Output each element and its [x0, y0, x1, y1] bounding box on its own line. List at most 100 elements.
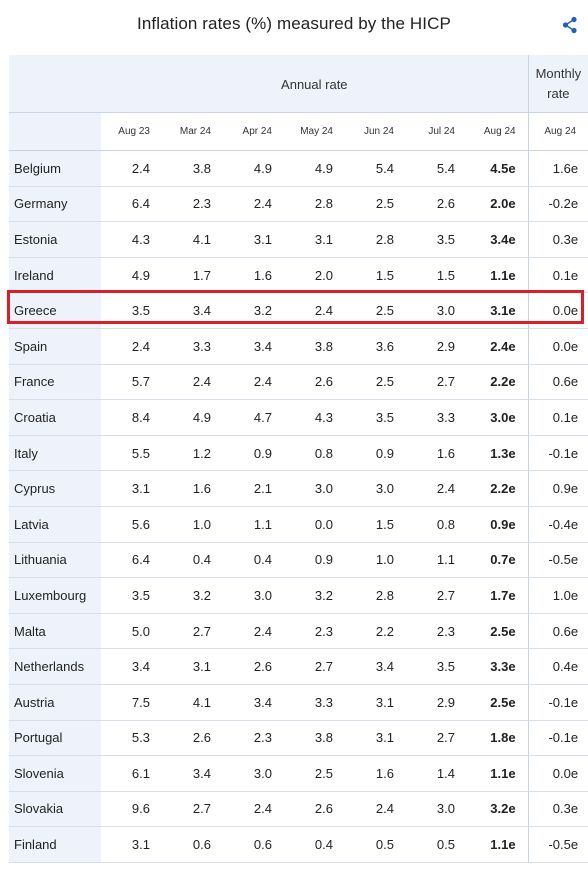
value-cell: 1.2 [162, 435, 223, 472]
table-row: Greece 3.5 3.4 3.2 2.4 2.5 3.0 3.1e 0.0e [9, 292, 588, 329]
value-cell: 3.1 [284, 221, 345, 258]
value-cell: 3.1 [345, 720, 406, 757]
country-cell: Austria [9, 684, 101, 721]
value-cell: 2.0e [467, 186, 529, 223]
value-cell: 2.8 [345, 221, 406, 258]
value-cell: 4.5e [467, 150, 529, 187]
value-cell: 2.4 [162, 364, 223, 401]
country-cell: Germany [9, 186, 101, 223]
value-cell: 1.6 [406, 435, 467, 472]
value-cell: 0.4 [223, 542, 284, 579]
value-cell: 0.7e [467, 542, 529, 579]
value-cell: -0.1e [527, 684, 588, 721]
country-cell: Ireland [9, 257, 101, 294]
value-cell: 4.9 [223, 150, 284, 187]
value-cell: 5.4 [406, 150, 467, 187]
share-icon[interactable] [562, 16, 578, 34]
value-cell: 3.8 [284, 720, 345, 757]
value-cell: 2.0 [284, 257, 345, 294]
value-cell: 2.5e [467, 684, 529, 721]
country-cell: Estonia [9, 221, 101, 258]
value-cell: 2.3 [406, 613, 467, 650]
value-cell: 4.9 [162, 399, 223, 436]
column-header: May 24 [284, 112, 345, 151]
value-cell: 2.4 [101, 328, 162, 365]
table-row: Estonia 4.3 4.1 3.1 3.1 2.8 3.5 3.4e 0.3e [9, 221, 588, 258]
country-cell: Belgium [9, 150, 101, 187]
value-cell: 2.4 [345, 791, 406, 828]
value-cell: 0.9 [223, 435, 284, 472]
chart-title: Inflation rates (%) measured by the HICP [137, 14, 451, 33]
value-cell: 1.4 [406, 755, 467, 792]
value-cell: 6.4 [101, 186, 162, 223]
table-row: Italy 5.5 1.2 0.9 0.8 0.9 1.6 1.3e -0.1e [9, 435, 588, 472]
value-cell: 2.9 [406, 328, 467, 365]
value-cell: 4.9 [284, 150, 345, 187]
value-cell: -0.1e [527, 435, 588, 472]
value-cell: 1.7 [162, 257, 223, 294]
value-cell: 3.1 [101, 470, 162, 507]
value-cell: 3.0 [406, 292, 467, 329]
value-cell: 2.8 [345, 577, 406, 614]
value-cell: 3.5 [101, 292, 162, 329]
value-cell: 3.0 [406, 791, 467, 828]
value-cell: 0.6e [527, 364, 588, 401]
value-cell: 2.2 [345, 613, 406, 650]
value-cell: 2.5 [345, 292, 406, 329]
table-row: Portugal 5.3 2.6 2.3 3.8 3.1 2.7 1.8e -0.1e [9, 720, 588, 757]
country-cell: Lithuania [9, 542, 101, 579]
value-cell: 5.5 [101, 435, 162, 472]
value-cell: 5.6 [101, 506, 162, 543]
value-cell: 2.7 [406, 364, 467, 401]
value-cell: -0.2e [527, 186, 588, 223]
column-header: Apr 24 [223, 112, 284, 151]
table-row: Germany 6.4 2.3 2.4 2.8 2.5 2.6 2.0e -0.2e [9, 186, 588, 223]
value-cell: 3.4e [467, 221, 529, 258]
value-cell: 3.8 [284, 328, 345, 365]
column-header-row: Aug 23 Mar 24 Apr 24 May 24 Jun 24 Jul 24 Aug … [9, 112, 588, 151]
value-cell: 1.7e [467, 577, 529, 614]
value-cell: 1.1 [223, 506, 284, 543]
value-cell: 2.4 [223, 613, 284, 650]
value-cell: 3.2 [162, 577, 223, 614]
value-cell: 5.4 [345, 150, 406, 187]
value-cell: 8.4 [101, 399, 162, 436]
hicp-table: Annual rate Monthly rate Aug 23 Mar 24 Apr… [9, 55, 588, 863]
value-cell: 2.7 [406, 577, 467, 614]
value-cell: 0.0e [527, 755, 588, 792]
monthly-rate-header: Monthly rate [528, 55, 588, 113]
country-cell: Greece [9, 292, 101, 329]
value-cell: 3.1 [345, 684, 406, 721]
value-cell: 2.7 [162, 791, 223, 828]
value-cell: 5.7 [101, 364, 162, 401]
table-row: Belgium 2.4 3.8 4.9 4.9 5.4 5.4 4.5e 1.6e [9, 150, 588, 187]
value-cell: 4.1 [162, 221, 223, 258]
country-cell: Luxembourg [9, 577, 101, 614]
value-cell: -0.1e [527, 720, 588, 757]
value-cell: 0.9e [527, 470, 588, 507]
value-cell: 0.0e [527, 328, 588, 365]
value-cell: 3.4 [223, 328, 284, 365]
value-cell: 2.4 [284, 292, 345, 329]
value-cell: 2.8 [284, 186, 345, 223]
value-cell: 2.3 [162, 186, 223, 223]
value-cell: 6.1 [101, 755, 162, 792]
table-row: France 5.7 2.4 2.4 2.6 2.5 2.7 2.2e 0.6e [9, 364, 588, 401]
table-row: Slovakia 9.6 2.7 2.4 2.6 2.4 3.0 3.2e 0.3e [9, 791, 588, 828]
value-cell: 0.6e [527, 613, 588, 650]
country-header [9, 112, 101, 151]
country-cell: Slovenia [9, 755, 101, 792]
country-cell: Malta [9, 613, 101, 650]
value-cell: 1.6 [162, 470, 223, 507]
column-header: Mar 24 [162, 112, 223, 151]
value-cell: 1.1e [467, 755, 529, 792]
value-cell: 2.6 [162, 720, 223, 757]
value-cell: 3.4 [345, 648, 406, 685]
value-cell: 2.5e [467, 613, 529, 650]
value-cell: 0.0e [527, 292, 588, 329]
value-cell: 2.6 [223, 648, 284, 685]
table-row: Ireland 4.9 1.7 1.6 2.0 1.5 1.5 1.1e 0.1e [9, 257, 588, 294]
value-cell: 6.4 [101, 542, 162, 579]
value-cell: 3.0 [284, 470, 345, 507]
value-cell: 1.6 [345, 755, 406, 792]
